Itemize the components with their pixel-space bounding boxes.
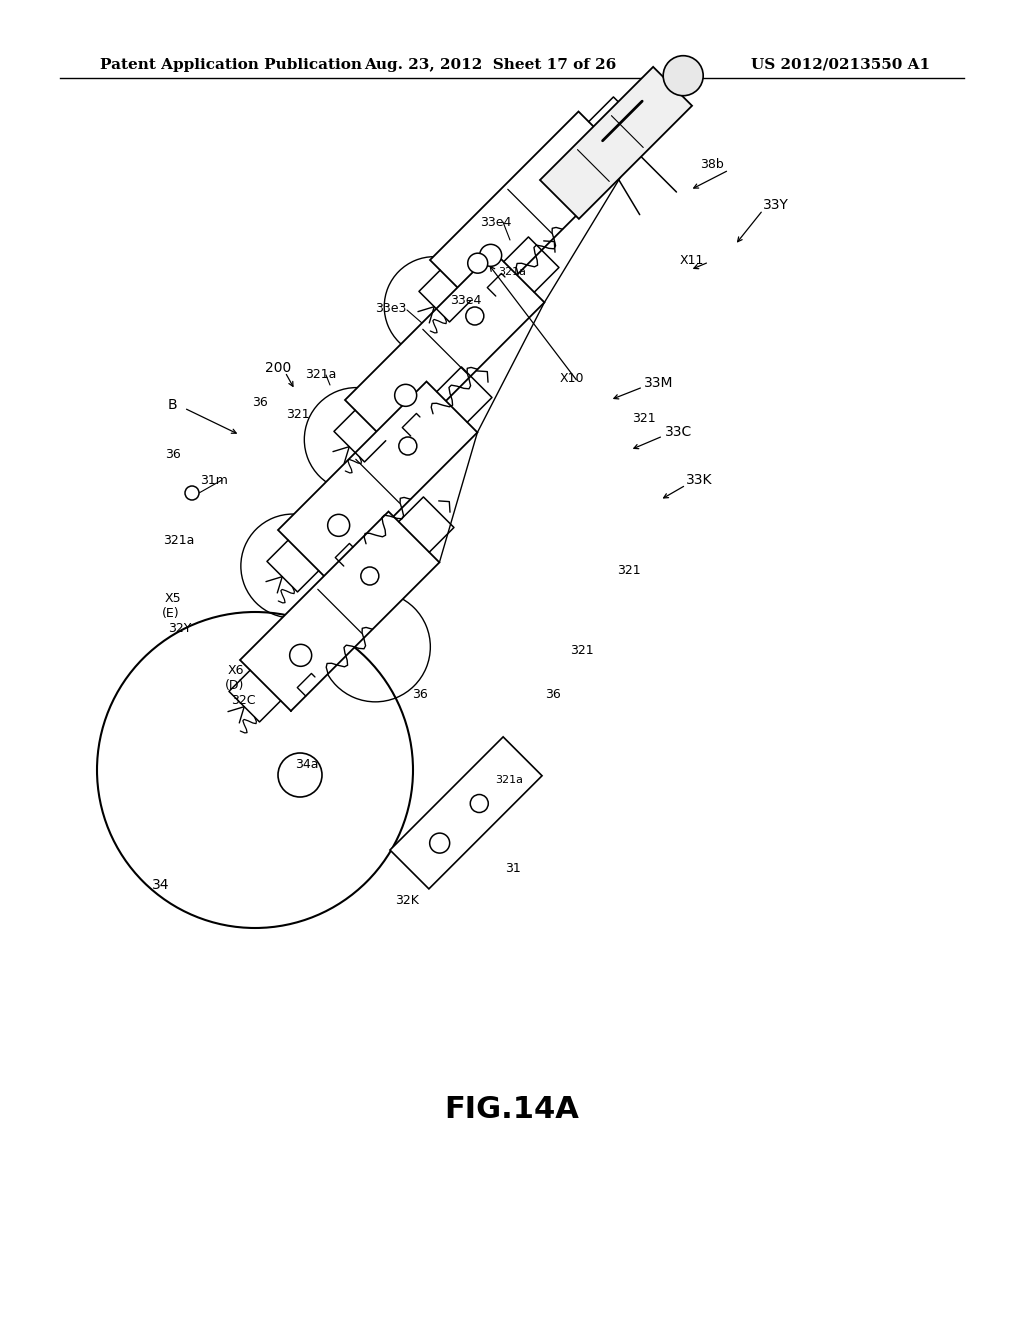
Circle shape bbox=[466, 308, 483, 325]
Text: US 2012/0213550 A1: US 2012/0213550 A1 bbox=[751, 58, 930, 73]
Text: 321: 321 bbox=[570, 644, 594, 656]
Text: 36: 36 bbox=[252, 396, 267, 408]
Text: 321a: 321a bbox=[305, 368, 336, 381]
Circle shape bbox=[468, 253, 487, 273]
Circle shape bbox=[278, 752, 322, 797]
Text: 321a: 321a bbox=[163, 533, 195, 546]
Text: X5: X5 bbox=[165, 591, 181, 605]
Text: 32C: 32C bbox=[231, 693, 256, 706]
Text: 321a: 321a bbox=[495, 775, 523, 785]
Circle shape bbox=[394, 384, 417, 407]
Text: 36: 36 bbox=[360, 572, 376, 585]
Text: 33M: 33M bbox=[644, 376, 674, 389]
Text: 200: 200 bbox=[265, 360, 291, 375]
Text: 33e4: 33e4 bbox=[375, 554, 407, 568]
Circle shape bbox=[398, 437, 417, 455]
Text: FIG.14A: FIG.14A bbox=[444, 1096, 580, 1125]
Circle shape bbox=[430, 833, 450, 853]
Polygon shape bbox=[540, 67, 692, 219]
Text: 32Y: 32Y bbox=[168, 623, 191, 635]
Circle shape bbox=[551, 168, 568, 185]
Polygon shape bbox=[345, 252, 545, 451]
Text: 36: 36 bbox=[165, 449, 181, 462]
Circle shape bbox=[360, 568, 379, 585]
Text: Patent Application Publication: Patent Application Publication bbox=[100, 58, 362, 73]
Circle shape bbox=[479, 244, 502, 267]
Text: 321: 321 bbox=[617, 564, 641, 577]
Polygon shape bbox=[430, 111, 630, 312]
Text: 36: 36 bbox=[412, 689, 428, 701]
Text: 321a: 321a bbox=[499, 267, 526, 277]
Circle shape bbox=[470, 795, 488, 813]
Text: 33e3: 33e3 bbox=[375, 301, 407, 314]
Polygon shape bbox=[240, 512, 439, 711]
Circle shape bbox=[328, 515, 349, 536]
Text: X6: X6 bbox=[228, 664, 245, 676]
Polygon shape bbox=[278, 381, 477, 581]
Text: X11: X11 bbox=[680, 253, 705, 267]
Text: 33C: 33C bbox=[665, 425, 692, 440]
Text: 33e4: 33e4 bbox=[450, 294, 481, 308]
Circle shape bbox=[97, 612, 413, 928]
Text: 33e4: 33e4 bbox=[480, 215, 511, 228]
Circle shape bbox=[290, 644, 311, 667]
Circle shape bbox=[185, 486, 199, 500]
Text: (E): (E) bbox=[162, 606, 179, 619]
Text: 33K: 33K bbox=[686, 473, 713, 487]
Circle shape bbox=[664, 55, 703, 96]
Text: B: B bbox=[168, 399, 177, 412]
Text: 31: 31 bbox=[505, 862, 521, 874]
Text: 32K: 32K bbox=[395, 894, 419, 907]
Text: 321: 321 bbox=[632, 412, 655, 425]
Text: 38b: 38b bbox=[700, 158, 724, 172]
Text: X10: X10 bbox=[560, 371, 585, 384]
Text: 32M: 32M bbox=[295, 614, 322, 627]
Text: 34a: 34a bbox=[295, 759, 318, 771]
Text: 33Y: 33Y bbox=[763, 198, 788, 213]
Text: 34: 34 bbox=[152, 878, 170, 892]
Text: 36: 36 bbox=[545, 689, 561, 701]
Polygon shape bbox=[390, 737, 542, 888]
Text: (D): (D) bbox=[225, 678, 245, 692]
Text: 31m: 31m bbox=[200, 474, 228, 487]
Text: 38: 38 bbox=[568, 172, 586, 185]
Text: 33e3: 33e3 bbox=[329, 529, 360, 541]
Text: 321: 321 bbox=[286, 408, 309, 421]
Text: Aug. 23, 2012  Sheet 17 of 26: Aug. 23, 2012 Sheet 17 of 26 bbox=[364, 58, 616, 73]
